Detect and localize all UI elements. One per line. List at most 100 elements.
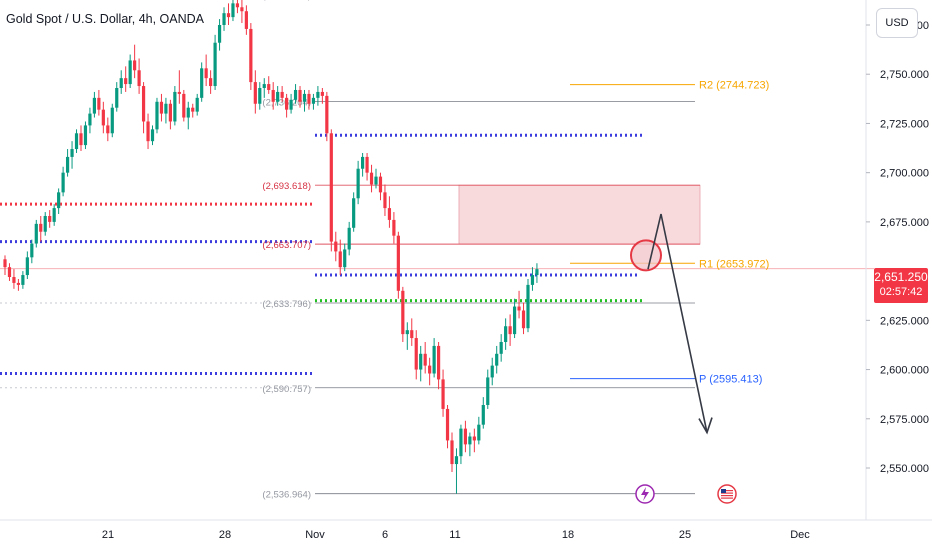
candle-body xyxy=(361,156,365,169)
candle-body xyxy=(106,125,110,134)
bar-countdown: 02:57:42 xyxy=(879,286,923,298)
candle-body xyxy=(486,377,490,405)
candle-body xyxy=(12,277,16,283)
candle-body xyxy=(387,208,392,220)
candle-body xyxy=(414,338,418,370)
lightning-glyph xyxy=(641,487,649,501)
gray-level-label: (2,590.757) xyxy=(262,384,311,395)
candle-body xyxy=(258,88,262,104)
candle-body xyxy=(43,215,47,232)
candle-body xyxy=(21,275,25,285)
candle-body xyxy=(150,129,155,142)
candle-body xyxy=(477,424,481,441)
candle-body xyxy=(133,60,137,71)
candle-body xyxy=(137,70,141,87)
candle-body xyxy=(267,84,271,90)
candle-body xyxy=(293,89,298,100)
arrow-head xyxy=(698,417,713,435)
candle-body xyxy=(405,330,409,335)
candle-body xyxy=(378,176,383,193)
us-flag-icon xyxy=(717,484,737,504)
candle-body xyxy=(369,172,374,185)
candle-body xyxy=(235,3,240,8)
x-tick-label: 6 xyxy=(382,529,388,541)
candle-body xyxy=(450,440,454,465)
candle-body xyxy=(428,365,432,374)
chart-title: Gold Spot / U.S. Dollar, 4h, OANDA xyxy=(6,12,204,26)
candle-body xyxy=(16,282,21,285)
dotted-level-lines xyxy=(0,133,645,389)
candle-body xyxy=(164,103,168,114)
candle-body xyxy=(454,456,459,465)
y-axis[interactable]: 2,775.0002,750.0002,725.0002,700.0002,67… xyxy=(865,0,929,520)
candle-body xyxy=(110,107,114,134)
supply-zone xyxy=(458,184,701,245)
candle-body xyxy=(70,149,74,157)
candle-body xyxy=(222,13,226,25)
candle-body xyxy=(481,404,485,425)
candle-body xyxy=(200,68,204,98)
candle-body xyxy=(280,91,284,98)
gray-level-label: (2,790.450) xyxy=(262,0,311,2)
candle-body xyxy=(124,78,128,85)
y-tick-label: 2,575.000 xyxy=(880,414,929,426)
candle-body xyxy=(52,208,56,222)
candle-body xyxy=(83,125,88,146)
candle-body xyxy=(459,428,463,457)
candle-body xyxy=(209,78,213,87)
candle-body xyxy=(173,91,177,122)
candle-body xyxy=(271,89,275,102)
red-level-label: (2,693.618) xyxy=(262,181,311,192)
flag-stripe xyxy=(721,497,733,499)
candle-body xyxy=(356,168,360,199)
gray-level-label: (2,536.964) xyxy=(262,490,311,501)
candle-body xyxy=(512,306,517,335)
candle-body xyxy=(204,68,208,79)
x-tick-label: Nov xyxy=(305,529,325,541)
candle-body xyxy=(217,25,222,43)
candle-body xyxy=(365,156,369,173)
candle-body xyxy=(7,267,12,278)
candle-body xyxy=(25,257,29,276)
candle-body xyxy=(316,91,320,98)
candle-body xyxy=(146,121,150,142)
candle-body xyxy=(441,379,445,409)
candle-body xyxy=(499,341,503,354)
candle-body xyxy=(530,275,535,285)
candle-body xyxy=(445,408,450,441)
candle-body xyxy=(48,215,52,222)
x-axis[interactable]: 21 28 Nov 6 11 18 25 Dec xyxy=(0,519,932,541)
candle-body xyxy=(155,101,159,130)
candle-body xyxy=(57,192,61,209)
candle-body xyxy=(298,89,302,102)
candle-body xyxy=(253,82,257,104)
candle-body xyxy=(517,306,521,311)
candle-body xyxy=(338,251,342,268)
candle-body xyxy=(119,78,123,89)
candle-body xyxy=(392,219,396,236)
y-tick-label: 2,725.000 xyxy=(880,118,929,130)
candle-body xyxy=(490,365,494,378)
candle-body xyxy=(195,97,199,112)
x-tick-label: Dec xyxy=(790,529,810,541)
candle-body xyxy=(92,97,96,114)
candle-body xyxy=(307,93,311,104)
y-tick-label: 2,550.000 xyxy=(880,463,929,475)
candle-body xyxy=(3,259,7,268)
candle-body xyxy=(231,3,235,18)
candle-body xyxy=(141,86,146,122)
x-tick-label: 11 xyxy=(449,529,460,541)
candle-body xyxy=(329,133,333,242)
candle-body xyxy=(396,235,400,291)
x-tick-label: 25 xyxy=(679,529,691,541)
candle-body xyxy=(302,93,307,102)
candle-body xyxy=(168,103,172,122)
candle-body xyxy=(508,326,512,335)
currency-button[interactable]: USD xyxy=(876,8,918,38)
candle-body xyxy=(213,42,217,87)
candle-body xyxy=(74,133,79,150)
flag-canton xyxy=(721,489,726,493)
candles xyxy=(3,0,539,494)
candle-body xyxy=(249,28,253,83)
